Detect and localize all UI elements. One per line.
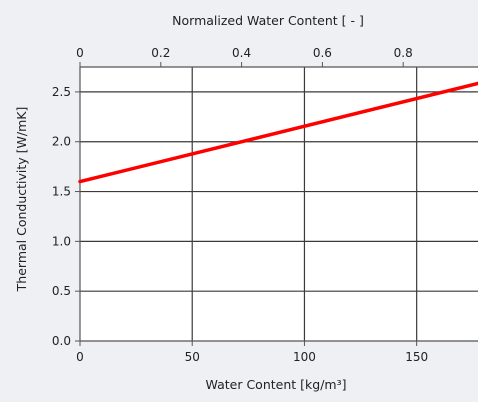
y-tick-label: 0.5 [52, 284, 71, 298]
x-axis-ticks: 0 50 100 150 [76, 341, 428, 364]
y-tick-label: 1.0 [52, 234, 71, 248]
y-axis-ticks: 0.0 0.5 1.0 1.5 2.0 2.5 [52, 85, 80, 348]
grid-lines [80, 67, 478, 341]
series-layer [78, 81, 478, 184]
y-tick-label: 1.5 [52, 185, 71, 199]
top-axis-ticks: 00.20.40.60.81 [76, 46, 413, 67]
x-tick-label: 50 [185, 350, 200, 364]
top-tick-label: 0.6 [313, 46, 332, 60]
top-tick-label: 0.8 [394, 46, 413, 60]
x-tick-label: 150 [405, 350, 428, 364]
top-tick-label: 0.2 [151, 46, 170, 60]
top-tick-label: 0 [76, 46, 84, 60]
y-tick-label: 2.0 [52, 135, 71, 149]
x-tick-label: 0 [76, 350, 84, 364]
y-tick-label: 0.0 [52, 334, 71, 348]
y-axis-title: Thermal Conductivity [W/mK] [14, 107, 29, 293]
top-tick-label: 0.4 [232, 46, 251, 60]
series-line [78, 81, 478, 184]
y-tick-label: 2.5 [52, 85, 71, 99]
plot-area [80, 67, 478, 341]
x-tick-label: 100 [293, 350, 316, 364]
x-axis-title: Water Content [kg/m³] [206, 377, 347, 392]
top-axis-title: Normalized Water Content [ - ] [172, 13, 364, 28]
